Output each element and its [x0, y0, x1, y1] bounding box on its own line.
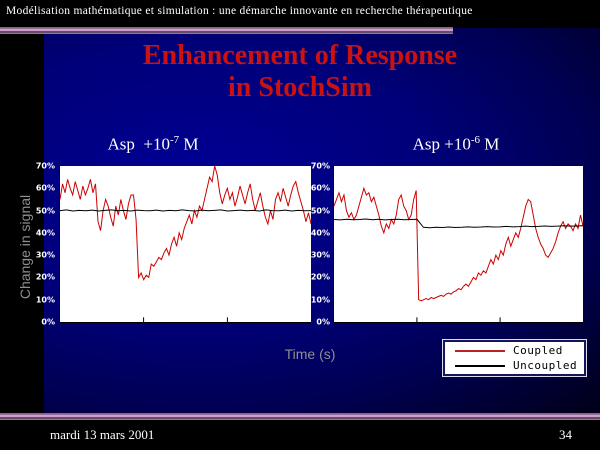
right-chart-label: Asp +10-6 M	[381, 134, 531, 155]
header-divider-line	[0, 27, 453, 34]
series-uncoupled	[60, 210, 311, 211]
slide-title-line1: Enhancement of Response	[142, 40, 458, 71]
legend-item-uncoupled: Uncoupled	[455, 359, 584, 372]
y-tick-label: 30%	[35, 250, 55, 260]
y-tick-label: 10%	[310, 295, 330, 305]
y-tick-label: 60%	[310, 183, 330, 193]
left-chart-label: Asp +10-7 M	[78, 134, 228, 155]
x-axis-title: Time (s)	[284, 346, 336, 362]
y-tick-label: 70%	[35, 161, 55, 171]
uncoupled-line-swatch	[455, 364, 505, 367]
slide-title-line2: in StochSim	[228, 72, 372, 103]
y-tick-label: 50%	[310, 206, 330, 216]
y-axis-title: Change in signal	[17, 194, 33, 300]
y-tick-label: 40%	[35, 228, 55, 238]
series-coupled	[334, 188, 583, 301]
right-chart-label-exponent: -6	[470, 134, 481, 146]
y-tick-label: 0%	[316, 317, 330, 327]
left-chart-svg	[60, 166, 311, 322]
y-tick-label: 60%	[35, 183, 55, 193]
right-chart-label-unit: M	[480, 134, 500, 154]
y-tick-label: 10%	[35, 295, 55, 305]
legend-label-uncoupled: Uncoupled	[513, 359, 578, 372]
right-chart-plot-area	[333, 166, 583, 323]
left-chart-label-base: Asp +10	[107, 134, 170, 154]
series-uncoupled	[334, 219, 583, 228]
series-coupled	[60, 166, 311, 280]
legend-item-coupled: Coupled	[455, 344, 584, 357]
footer-date: mardi 13 mars 2001	[50, 427, 155, 442]
y-tick-label: 20%	[310, 272, 330, 282]
slide-title: Enhancement of Response in StochSim	[100, 40, 500, 104]
y-tick-label: 0%	[41, 317, 55, 327]
right-chart-svg	[334, 166, 583, 322]
y-tick-label: 20%	[35, 272, 55, 282]
coupled-line-swatch	[455, 349, 505, 352]
left-chart-y-axis-labels: 70% 60% 50% 40% 30% 20% 10% 0%	[35, 162, 56, 327]
y-tick-label: 30%	[310, 250, 330, 260]
right-chart-y-axis-labels: 70% 60% 50% 40% 30% 20% 10% 0%	[310, 162, 331, 327]
y-tick-label: 70%	[310, 161, 330, 171]
left-chart-label-unit: M	[179, 134, 199, 154]
footer-divider-line	[0, 413, 600, 420]
y-tick-label: 50%	[35, 206, 55, 216]
left-chart-label-exponent: -7	[169, 134, 180, 146]
page-number: 34	[559, 427, 572, 442]
chart-legend: Coupled Uncoupled	[443, 340, 586, 376]
y-tick-label: 40%	[310, 228, 330, 238]
right-chart-label-base: Asp +10	[412, 134, 471, 154]
legend-label-coupled: Coupled	[513, 344, 563, 357]
left-chart-plot-area	[59, 166, 311, 323]
slide-header: Modélisation mathématique et simulation …	[6, 5, 473, 17]
